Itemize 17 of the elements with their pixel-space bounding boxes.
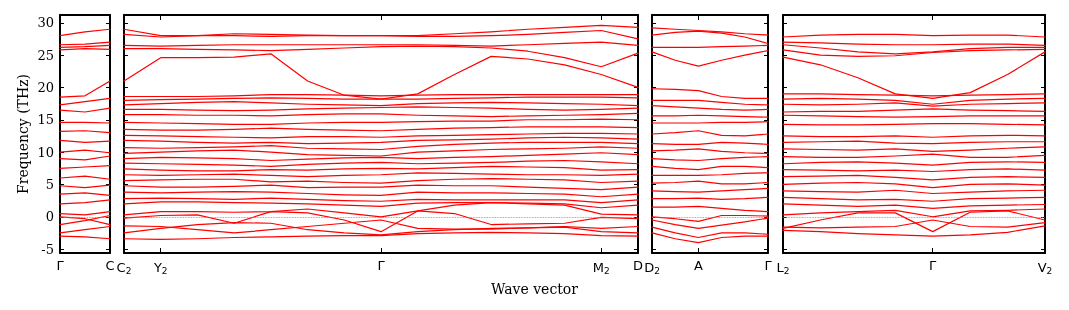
x-tick-label: C [105, 258, 115, 273]
y-tick-label: 5 [45, 176, 54, 192]
y-tick-label: -5 [41, 241, 54, 257]
y-tick-label: 10 [37, 144, 54, 160]
y-tick-label: 15 [37, 112, 54, 128]
y-tick-label: 25 [37, 47, 54, 63]
y-tick-label: 0 [45, 209, 54, 225]
x-tick-label: A [693, 258, 703, 273]
y-tick-label: 30 [37, 15, 54, 31]
y-tick-label: 20 [37, 79, 54, 95]
y-axis-title: Frequency (THz) [15, 73, 31, 195]
x-axis-title: Wave vector [491, 281, 579, 297]
x-tick-label: Γ [377, 258, 386, 273]
x-tick-label: Γ [764, 258, 773, 273]
x-tick-label: Γ [56, 258, 65, 273]
x-tick-label: Γ [929, 258, 938, 273]
x-tick-label: D [632, 258, 644, 273]
